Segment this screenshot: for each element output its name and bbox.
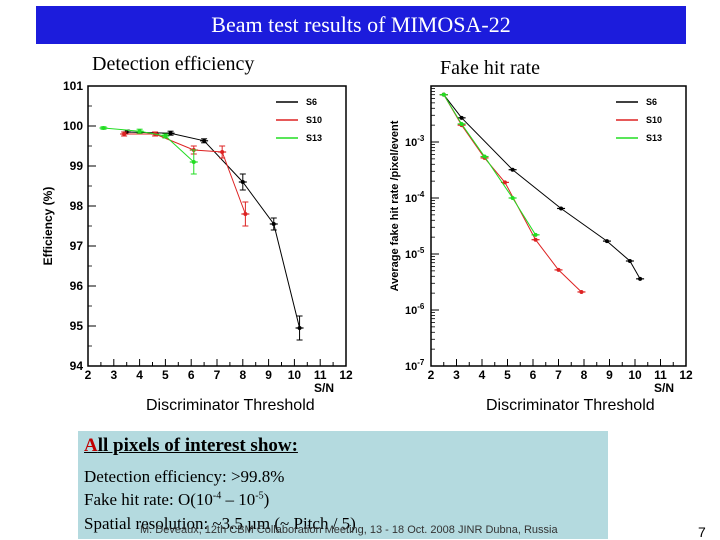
eff-x-tick-label: 8 <box>239 368 246 382</box>
summary-heading: All pixels of interest show: <box>84 435 298 457</box>
fake-rate-text-a: Fake hit rate: O(10 <box>84 490 213 509</box>
eff-data-point-s13 <box>101 126 106 130</box>
fake-data-point-s10 <box>579 289 584 294</box>
fake-x-tick-label: 10 <box>628 368 642 382</box>
eff-data-point-s6 <box>202 138 207 143</box>
eff-y-tick-label: 101 <box>63 79 83 93</box>
summary-line-fake-rate: Fake hit rate: O(10-4 – 10-5) <box>84 490 269 510</box>
fake-data-point-s6 <box>459 115 464 120</box>
eff-x-axis-label: S/N <box>314 381 334 395</box>
fake-legend-label: S10 <box>646 115 662 125</box>
fake-data-point-s10 <box>556 267 561 272</box>
fake-data-point-s10 <box>533 237 538 242</box>
eff-series-line-s13 <box>103 127 195 163</box>
fake-data-point-s13 <box>482 154 487 159</box>
eff-data-point-s10 <box>122 132 127 136</box>
eff-data-point-s6 <box>297 326 302 330</box>
fake-x-tick-label: 5 <box>504 368 511 382</box>
fake-x-tick-label: 4 <box>479 368 486 382</box>
eff-x-tick-label: 4 <box>136 368 143 382</box>
eff-x-tick-label: 5 <box>162 368 169 382</box>
eff-x-tick-label: 12 <box>339 368 353 382</box>
fake-y-tick-label: 10-3 <box>405 134 425 149</box>
eff-y-tick-label: 97 <box>70 239 84 253</box>
summary-heading-rest: ll pixels of interest show: <box>97 435 298 456</box>
eff-y-tick-label: 94 <box>70 359 84 373</box>
eff-y-tick-label: 95 <box>70 319 84 333</box>
eff-y-tick-label: 99 <box>70 159 84 173</box>
fake-rate-text-c: ) <box>263 490 270 509</box>
eff-y-tick-label: 96 <box>70 279 84 293</box>
fake-x-tick-label: 3 <box>453 368 460 382</box>
fake-data-point-s6 <box>604 239 609 244</box>
fake-rate-text-b: – 10 <box>221 490 256 509</box>
fake-data-point-s10 <box>502 180 507 185</box>
fake-legend-label: S6 <box>646 97 657 107</box>
eff-x-tick-label: 3 <box>110 368 117 382</box>
eff-data-point-s13 <box>137 129 142 134</box>
fake-data-point-s13 <box>533 232 538 237</box>
fake-y-tick-label: 10-5 <box>405 246 425 261</box>
eff-data-point-s13 <box>191 160 196 164</box>
fake-y-axis-label: Average fake hit rate /pixel/event <box>389 120 401 291</box>
eff-y-axis-label: Efficiency (%) <box>41 187 55 266</box>
eff-legend-label: S6 <box>306 97 317 107</box>
eff-series-line-s6 <box>126 131 301 329</box>
fake-rate-exp2: -5 <box>255 490 264 502</box>
right-plot-title: Fake hit rate <box>440 57 540 79</box>
fake-rate-exp1: -4 <box>212 490 222 502</box>
eff-data-point-s6 <box>271 222 276 226</box>
summary-line-resolution: Spatial resolution: ~3.5 µm (~ Pitch / 5… <box>84 514 356 533</box>
fake-x-tick-label: 2 <box>428 368 435 382</box>
eff-data-point-s6 <box>240 180 245 184</box>
eff-x-tick-label: 10 <box>288 368 302 382</box>
summary-box: All pixels of interest show: Detection e… <box>78 431 608 539</box>
fake-data-point-s6 <box>638 276 643 281</box>
eff-x-tick-label: 6 <box>188 368 195 382</box>
eff-y-tick-label: 98 <box>70 199 84 213</box>
eff-x-tick-label: 7 <box>214 368 221 382</box>
fake-legend-label: S13 <box>646 133 662 143</box>
fake-data-point-s6 <box>559 206 564 211</box>
eff-x-tick-label: 9 <box>265 368 272 382</box>
eff-data-point-s6 <box>168 131 173 136</box>
footer-text: M. Deveaux, 12th CBM Collaboration Meeti… <box>140 524 558 536</box>
fake-data-point-s6 <box>510 167 515 172</box>
eff-data-point-s13 <box>163 134 168 138</box>
left-plot-title: Detection efficiency <box>92 53 255 75</box>
fake-y-tick-label: 10-6 <box>405 302 425 317</box>
eff-y-tick-label: 100 <box>63 119 83 133</box>
fake-x-tick-label: 9 <box>606 368 613 382</box>
fake-x-tick-label: 12 <box>679 368 693 382</box>
eff-data-point-s10 <box>243 212 248 216</box>
fake-x-axis-label: S/N <box>654 381 674 395</box>
fake-x-tick-label: 7 <box>555 368 562 382</box>
eff-legend-label: S13 <box>306 133 322 143</box>
fake-y-tick-label: 10-7 <box>405 358 425 373</box>
fake-data-point-s13 <box>510 196 515 200</box>
fake-x-tick-label: 8 <box>581 368 588 382</box>
page-number: 7 <box>698 524 706 540</box>
right-x-caption: Discriminator Threshold <box>486 397 655 414</box>
fake-data-point-s6 <box>627 258 632 263</box>
eff-x-tick-label: 2 <box>85 368 92 382</box>
summary-heading-first-letter: A <box>84 435 98 456</box>
summary-line-efficiency: Detection efficiency: >99.8% <box>84 467 285 486</box>
fake-y-tick-label: 10-4 <box>405 190 425 205</box>
left-x-caption: Discriminator Threshold <box>146 397 315 414</box>
eff-legend-label: S10 <box>306 115 322 125</box>
fake-x-tick-label: 11 <box>654 368 667 382</box>
fake-data-point-s13 <box>441 92 446 97</box>
eff-data-point-s10 <box>220 150 225 154</box>
fake-data-point-s13 <box>459 121 464 126</box>
eff-x-tick-label: 11 <box>314 368 327 382</box>
fake-x-tick-label: 6 <box>530 368 537 382</box>
slide-title: Beam test results of MIMOSA-22 <box>36 6 686 44</box>
